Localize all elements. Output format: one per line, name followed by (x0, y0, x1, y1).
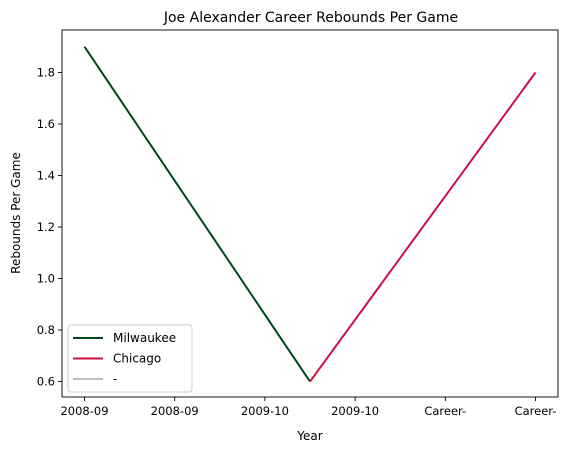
x-tick-label: 2009-10 (241, 404, 289, 418)
y-tick-label: 0.8 (37, 323, 55, 337)
x-tick-label: 2008-09 (60, 404, 108, 418)
y-axis: 0.6 0.8 1.0 1.2 1.4 1.6 1.8 (37, 65, 62, 389)
x-tick-label: Career- (515, 404, 557, 418)
x-axis-label: Year (296, 429, 322, 443)
y-tick-label: 1.8 (37, 65, 55, 79)
y-axis-label: Rebounds Per Game (9, 152, 23, 274)
legend-label: Milwaukee (113, 331, 176, 345)
chart-title: Joe Alexander Career Rebounds Per Game (163, 10, 458, 26)
legend: Milwaukee Chicago - (67, 324, 193, 393)
x-tick-label: Career- (424, 404, 466, 418)
legend-label: Chicago (113, 352, 161, 366)
y-tick-label: 1.4 (37, 169, 55, 183)
y-tick-label: 1.0 (37, 272, 55, 286)
y-tick-label: 1.2 (37, 220, 55, 234)
series-line-milwaukee (83, 46, 311, 383)
x-tick-label: 2008-09 (151, 404, 199, 418)
series-lines (83, 46, 537, 383)
legend-label: - (113, 372, 117, 386)
series-line-chicago (309, 71, 537, 383)
legend-box (67, 324, 193, 393)
x-tick-label: 2009-10 (331, 404, 379, 418)
y-tick-label: 1.6 (37, 117, 55, 131)
y-tick-label: 0.6 (37, 375, 55, 389)
x-axis: 2008-09 2008-09 2009-10 2009-10 Career- Caree… (60, 397, 556, 418)
